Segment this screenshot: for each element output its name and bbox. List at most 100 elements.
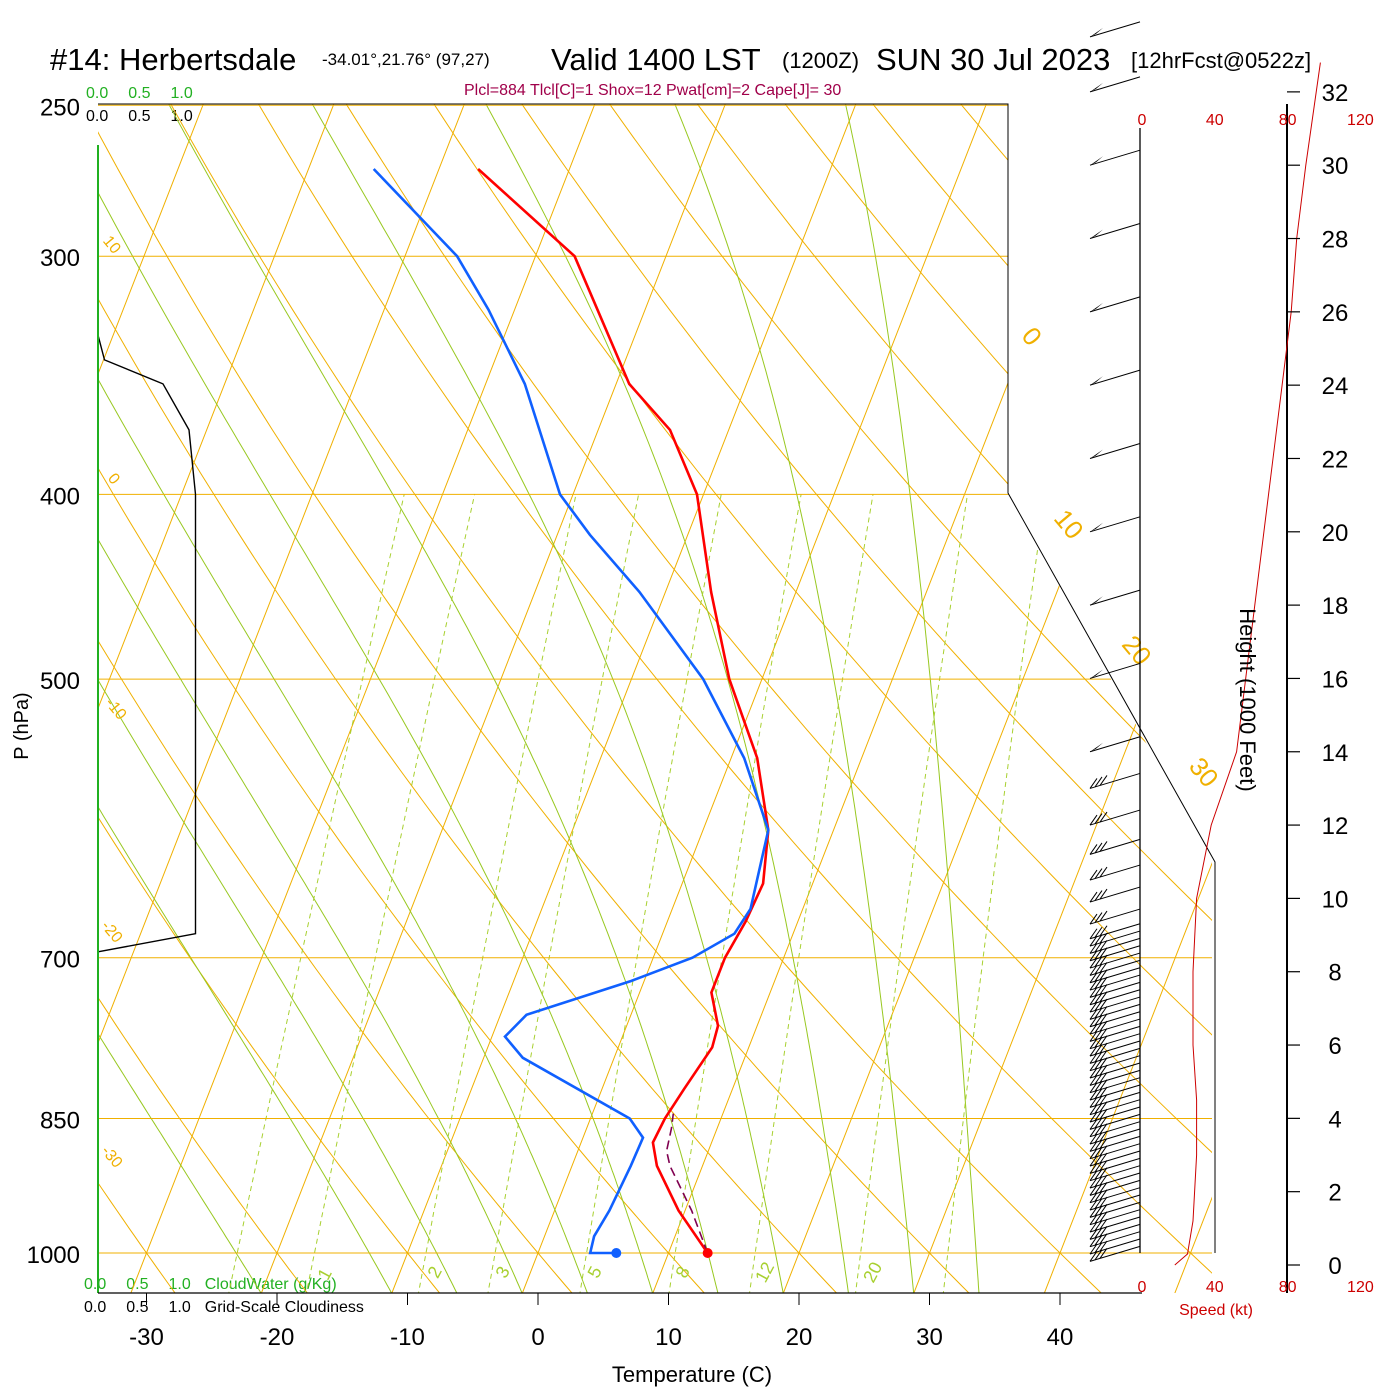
wind-barb [1089, 443, 1141, 459]
wind-barb-feather [1094, 978, 1103, 989]
plot-frame [98, 103, 1216, 1253]
height-tick-label: 24 [1322, 373, 1349, 400]
speed-axis-label: Speed (kt) [1179, 1302, 1253, 1319]
wind-barb [1089, 1157, 1141, 1174]
wind-barb-feather [1099, 1182, 1108, 1193]
wind-barb-feather [1099, 1086, 1108, 1098]
wind-barb-feather [1089, 891, 1098, 903]
speed-tick-bottom: 40 [1206, 1279, 1224, 1296]
wind-barb-feather [1094, 1242, 1103, 1253]
wind-barb [1089, 886, 1141, 903]
wind-barb-feather [1099, 1226, 1108, 1237]
wind-barb-feather [1089, 957, 1098, 969]
wind-barb-feather [1089, 972, 1098, 984]
height-tick-label: 30 [1322, 153, 1349, 180]
temperature-tick-label: 0 [531, 1324, 544, 1351]
wind-barb [1089, 223, 1141, 239]
moist-adiabat [98, 104, 588, 1293]
wind-barb-staff [1089, 937, 1141, 954]
wind-barb-feather [1089, 965, 1098, 976]
mixing-ratio-line [662, 494, 802, 1293]
wind-barb [1089, 1099, 1141, 1116]
moist-adiabat [98, 104, 458, 1293]
mixing-ratio-label: 2 [424, 1263, 446, 1281]
wind-barb-feather [1099, 947, 1108, 959]
mixing-ratio-line [220, 494, 405, 1293]
height-tick-label: 28 [1322, 227, 1349, 254]
isotherm-label: 10 [99, 233, 124, 258]
wind-barb-staff [1089, 21, 1141, 38]
wind-barb-feather [1089, 950, 1098, 962]
height-tick-label: 26 [1322, 300, 1349, 327]
height-tick-label: 16 [1322, 666, 1349, 693]
wind-barb-staff [1089, 1187, 1141, 1204]
wind-barb-staff [1089, 1223, 1141, 1240]
height-tick-label: 8 [1328, 960, 1341, 987]
wind-barb-staff [1089, 1033, 1141, 1050]
wind-barb-feather [1089, 1111, 1098, 1123]
temperature-tick-label: 20 [786, 1324, 813, 1351]
wind-barb-staff [1089, 952, 1141, 969]
wind-barb-staff [1089, 974, 1141, 991]
pressure-tick-label: 500 [40, 668, 80, 695]
moist-adiabat [98, 104, 654, 1293]
wind-barb-flag [1090, 522, 1103, 532]
wind-barb-feather [1099, 976, 1108, 988]
wind-barb-feather [1099, 1072, 1108, 1083]
wind-barb-feather [1099, 962, 1108, 973]
wind-barb [1089, 989, 1141, 1006]
wind-barb-feather [1099, 1248, 1108, 1259]
wind-barb-flag [1090, 449, 1103, 459]
wind-barb-feather [1094, 912, 1103, 923]
speed-tick-bottom: 0 [1138, 1279, 1147, 1296]
dry-adiabat [98, 104, 860, 1293]
wind-barb-feather [1094, 890, 1103, 901]
wind-barb-feather [1094, 1161, 1103, 1173]
wind-barb-staff [1089, 1238, 1141, 1255]
pressure-tick-label: 250 [40, 94, 80, 121]
wind-barb [1089, 1165, 1141, 1182]
wind-barb [1089, 1245, 1141, 1262]
pressure-axis-title: P (hPa) [11, 692, 33, 759]
wind-barb [1089, 1223, 1141, 1240]
wind-barb-feather [1094, 1146, 1103, 1158]
wind-barb-feather [1089, 1185, 1098, 1196]
wind-barb-feather [1099, 1189, 1108, 1200]
wind-barb [1089, 1187, 1141, 1204]
cloudiness-profile [97, 334, 197, 953]
height-tick-label: 12 [1322, 813, 1349, 840]
wind-barb-staff [1089, 1165, 1141, 1182]
wind-barb [1089, 662, 1141, 679]
wind-barb-feather [1089, 1104, 1098, 1115]
utc-time: (1200Z) [782, 48, 860, 73]
wind-barb-flag [1090, 156, 1103, 166]
wind-barb [1089, 1238, 1141, 1255]
wind-barb-flag [1090, 82, 1103, 92]
wind-barb-staff [1089, 1084, 1141, 1101]
isotherm-label: -20 [98, 918, 126, 947]
height-tick-label: 2 [1328, 1180, 1341, 1207]
wind-barb-feather [1099, 1123, 1108, 1134]
wind-barb-feather [1099, 954, 1108, 966]
wind-barb-feather [1094, 868, 1103, 879]
wind-barb-feather [1094, 1212, 1103, 1224]
height-axis-title: Height (1000 Feet) [1235, 608, 1260, 791]
wind-barb-staff [1089, 1018, 1141, 1035]
valid-date: SUN 30 Jul 2023 [876, 42, 1111, 77]
wind-barb-feather [1099, 991, 1108, 1003]
wind-barb-feather [1094, 1139, 1103, 1151]
wind-barb-feather [1099, 1130, 1108, 1142]
wind-barb-staff [1089, 1231, 1141, 1248]
wind-barb-staff [1089, 736, 1141, 753]
wind-barb [1089, 1106, 1141, 1123]
wind-barb-feather [1099, 841, 1108, 852]
wind-barb-feather [1094, 1190, 1103, 1202]
wind-barb-feather [1089, 979, 1098, 991]
mixing-ratio-line [743, 494, 874, 1293]
wind-barb-feather [1094, 776, 1103, 788]
temperature-tick-label: 30 [916, 1324, 943, 1351]
wind-barb-feather [1089, 1155, 1098, 1167]
wind-barb-feather [1099, 1204, 1108, 1215]
wind-barb-staff [1089, 996, 1141, 1013]
